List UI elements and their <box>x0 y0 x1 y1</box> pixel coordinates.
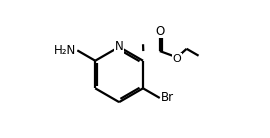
Text: O: O <box>155 25 164 38</box>
Text: O: O <box>172 54 181 64</box>
Text: H₂N: H₂N <box>54 44 76 57</box>
Text: N: N <box>115 40 123 53</box>
Text: Br: Br <box>161 91 174 104</box>
